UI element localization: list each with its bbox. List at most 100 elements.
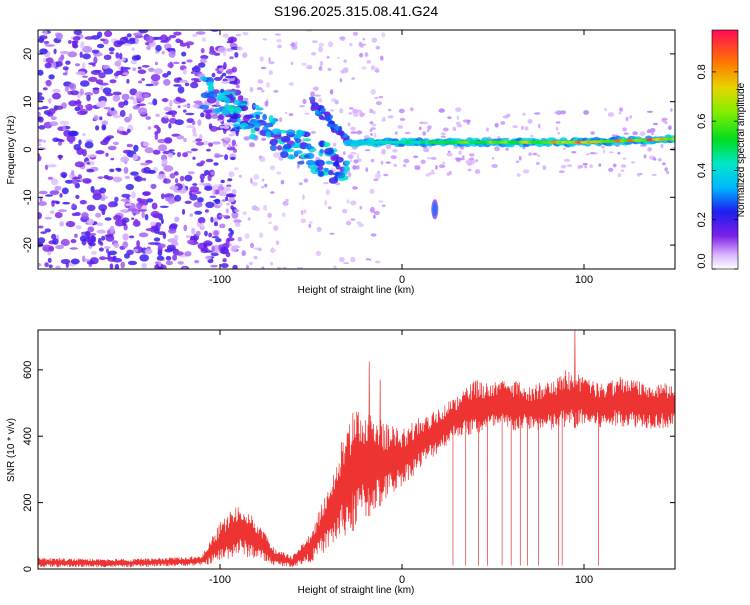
faint-blob xyxy=(243,97,249,102)
halo-blob xyxy=(631,161,635,164)
faint-blob xyxy=(277,44,282,49)
noise-blob xyxy=(128,113,133,121)
faint-blob xyxy=(291,42,295,47)
noise-blob xyxy=(122,72,130,76)
noise-blob xyxy=(148,67,155,73)
noise-blob xyxy=(44,228,51,233)
halo-blob xyxy=(598,163,602,167)
noise-blob xyxy=(213,162,219,166)
branch-blob xyxy=(206,81,214,87)
noise-blob xyxy=(139,254,149,262)
halo-blob xyxy=(657,158,662,162)
noise-blob xyxy=(95,150,105,155)
halo-blob xyxy=(446,152,453,157)
noise-blob xyxy=(100,197,106,201)
faint-blob xyxy=(334,99,339,105)
noise-blob xyxy=(232,264,238,269)
branch-blob xyxy=(307,164,317,169)
faint-blob xyxy=(381,204,386,208)
faint-blob xyxy=(311,52,317,56)
noise-blob xyxy=(132,105,140,110)
noise-blob xyxy=(79,200,87,205)
faint-blob xyxy=(362,37,366,41)
branch-blob xyxy=(338,125,343,132)
faint-blob xyxy=(339,108,344,114)
branch-blob xyxy=(200,76,207,82)
snr-plot-area xyxy=(38,330,675,568)
faint-blob xyxy=(370,65,375,71)
noise-blob xyxy=(42,87,48,91)
noise-blob xyxy=(38,111,41,116)
colorbar-tick-label: 0.2 xyxy=(696,212,708,227)
noise-blob xyxy=(220,179,225,184)
noise-blob xyxy=(133,144,139,152)
noise-blob xyxy=(145,159,153,164)
faint-blob xyxy=(324,200,328,206)
halo-blob xyxy=(667,125,672,130)
noise-blob xyxy=(74,161,85,168)
noise-blob xyxy=(38,37,45,43)
halo-blob xyxy=(556,132,561,135)
noise-blob xyxy=(208,142,214,147)
faint-blob xyxy=(318,46,323,53)
spectrogram-y-tick-label: -20 xyxy=(22,237,34,253)
noise-blob xyxy=(93,69,102,73)
halo-blob xyxy=(555,121,561,124)
branch-blob xyxy=(244,126,251,130)
halo-blob xyxy=(647,147,652,152)
faint-blob xyxy=(276,39,282,43)
noise-blob xyxy=(68,40,72,44)
noise-blob xyxy=(190,78,200,81)
faint-blob xyxy=(268,70,273,75)
noise-blob xyxy=(79,235,87,242)
halo-blob xyxy=(448,170,452,175)
noise-blob xyxy=(38,107,44,110)
faint-blob xyxy=(227,123,234,126)
faint-blob xyxy=(339,78,343,83)
branch-blob xyxy=(200,92,211,99)
noise-blob xyxy=(200,248,205,252)
halo-blob xyxy=(387,115,394,119)
halo-blob xyxy=(527,119,533,124)
halo-blob xyxy=(601,145,605,149)
noise-blob xyxy=(223,61,227,70)
halo-blob xyxy=(589,164,593,169)
halo-blob xyxy=(447,150,451,153)
faint-blob xyxy=(350,200,357,206)
noise-blob xyxy=(104,30,113,37)
halo-blob xyxy=(652,157,657,161)
noise-blob xyxy=(122,241,129,249)
noise-blob xyxy=(38,153,41,161)
faint-blob xyxy=(256,248,260,251)
noise-blob xyxy=(146,45,152,51)
halo-blob xyxy=(458,150,462,155)
noise-blob xyxy=(215,238,222,243)
chart-title: S196.2025.315.08.41.G24 xyxy=(274,3,438,19)
noise-blob xyxy=(173,84,182,87)
colorbar-ticks: 0.0 0.2 0.4 0.6 0.8 xyxy=(696,64,738,270)
branch-blob xyxy=(207,85,215,92)
noise-blob xyxy=(103,246,111,249)
spectrogram-y-axis-label: Frequency (Hz) xyxy=(6,116,17,185)
faint-blob xyxy=(347,122,351,127)
snr-y-tick-label: 0 xyxy=(22,566,34,572)
noise-blob xyxy=(68,100,78,107)
halo-blob xyxy=(516,173,521,177)
halo-blob xyxy=(651,173,657,177)
noise-blob xyxy=(55,244,64,250)
faint-blob xyxy=(375,45,381,50)
noise-blob xyxy=(169,185,179,191)
noise-blob xyxy=(122,149,133,154)
branch-blob xyxy=(332,172,341,176)
halo-blob xyxy=(430,156,437,160)
faint-blob xyxy=(352,31,359,36)
noise-blob xyxy=(38,95,45,101)
branch-blob xyxy=(312,105,320,110)
noise-blob xyxy=(161,116,169,124)
noise-blob xyxy=(98,72,106,79)
faint-blob xyxy=(371,37,378,43)
noise-blob xyxy=(152,149,161,155)
halo-blob xyxy=(440,132,446,136)
halo-blob xyxy=(643,154,647,159)
